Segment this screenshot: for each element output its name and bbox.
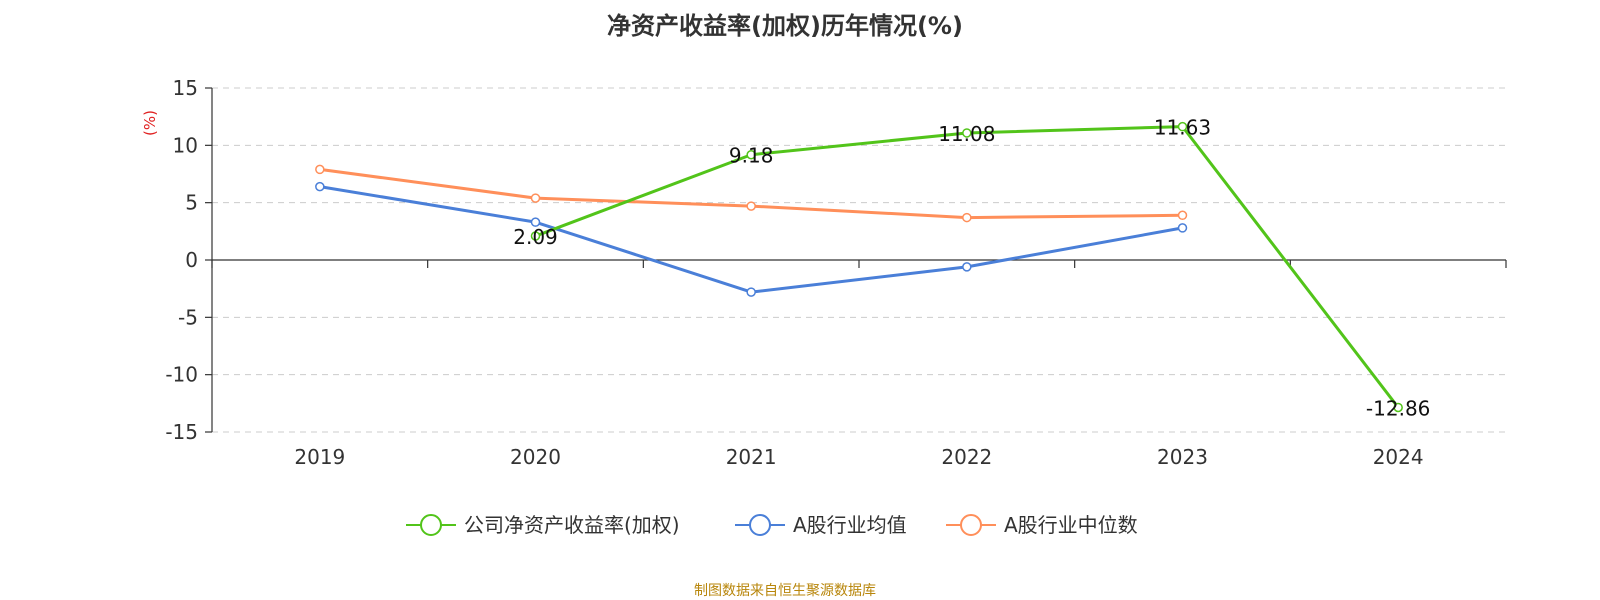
data-labels: 2.09 9.18 11.08 11.63 -12.86 [513,116,1430,421]
y-axis-unit-label: (%) [141,110,159,136]
data-point [1177,210,1188,221]
x-tick-label: 2022 [941,445,992,469]
data-point [746,149,756,160]
data-point [1177,121,1188,132]
x-tick-label: 2024 [1373,445,1424,469]
data-point [962,212,972,223]
x-tick-label: 2019 [294,445,345,469]
legend-swatch-circle [749,514,771,536]
axes: 15 10 5 0 -5 -10 -15 2019 2020 2021 2022 2023 2024 [165,76,1507,469]
y-tick-label: 5 [185,191,198,215]
data-point [746,287,756,297]
data-point [315,181,325,192]
data-point [962,128,972,138]
data-label: 9.18 [729,144,774,168]
y-tick-label: 10 [173,133,198,157]
data-label: 11.08 [938,122,995,146]
data-point [530,193,541,203]
legend-item: 公司净资产收益率(加权) [406,513,680,537]
y-tick-label: -5 [178,305,198,329]
data-label: 2.09 [513,225,558,249]
chart-title: 净资产收益率(加权)历年情况(%) [607,12,963,40]
y-tick-label: 0 [185,248,198,272]
y-tick-label: -10 [165,363,198,387]
data-point [746,201,756,211]
legend-label: A股行业中位数 [1004,513,1138,537]
legend-swatch-circle [960,514,982,536]
data-point [530,231,541,241]
y-tick-label: -15 [165,420,198,444]
legend-swatch-circle [420,514,442,536]
legend-item: A股行业中位数 [946,513,1138,537]
x-tick-label: 2021 [726,445,777,469]
data-point [1393,402,1403,413]
series-lines [315,121,1403,413]
data-point [315,164,325,175]
data-point [962,262,972,272]
x-tick-label: 2023 [1157,445,1208,469]
grid-lines [212,87,1506,433]
x-tick-label: 2020 [510,445,561,469]
data-point [1177,223,1188,233]
source-note: 制图数据来自恒生聚源数据库 [694,583,876,599]
data-label: -12.86 [1366,396,1430,420]
legend-item: A股行业均值 [735,513,907,537]
data-label: 11.63 [1154,116,1211,140]
legend-label: A股行业均值 [793,513,907,537]
y-tick-label: 15 [173,76,198,100]
legend-label: 公司净资产收益率(加权) [464,513,680,537]
legend: 公司净资产收益率(加权) A股行业均值 A股行业中位数 [406,513,1138,537]
data-point [530,217,541,227]
